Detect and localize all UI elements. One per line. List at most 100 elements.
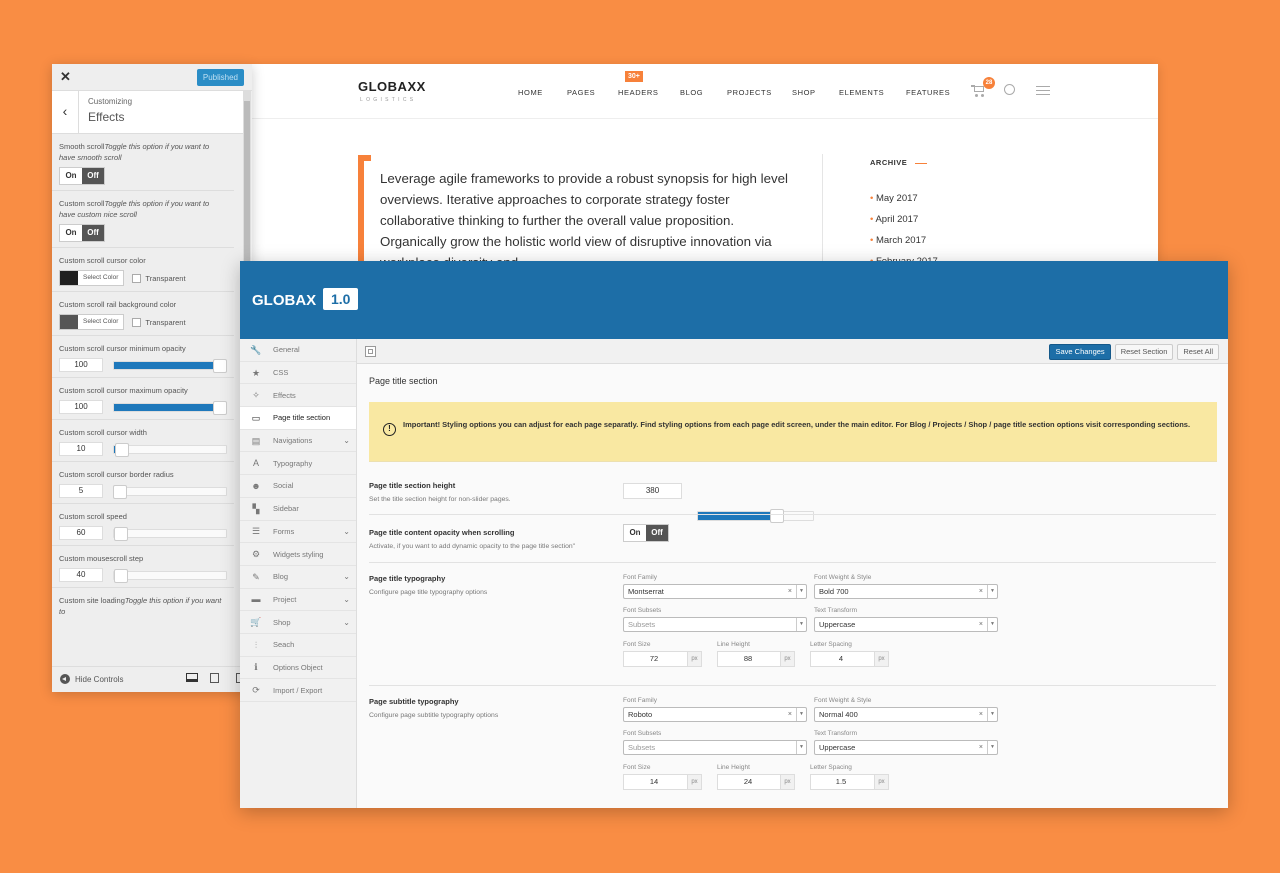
cursor-color-picker[interactable]: Select Color bbox=[59, 270, 125, 286]
menu-icon[interactable] bbox=[1036, 86, 1050, 95]
archive-item[interactable]: • May 2017 bbox=[870, 193, 918, 204]
mousescroll-step-slider[interactable] bbox=[113, 568, 227, 583]
save-changes-button[interactable]: Save Changes bbox=[1049, 344, 1111, 360]
letter-spacing-input[interactable]: 4 px bbox=[810, 651, 889, 667]
expand-icon[interactable] bbox=[365, 346, 376, 357]
letter-spacing-label: Letter Spacing bbox=[810, 764, 852, 771]
sidebar-item-widgets-styling[interactable]: ⚙ Widgets styling bbox=[240, 543, 356, 566]
smooth-scroll-toggle[interactable]: On Off bbox=[59, 167, 105, 185]
sidebar-item-options-object[interactable]: ℹ Options Object bbox=[240, 657, 356, 680]
nav-features[interactable]: FEATURES bbox=[906, 88, 951, 97]
slider-handle[interactable] bbox=[213, 400, 228, 415]
section-title: Page title section bbox=[369, 376, 438, 386]
line-height-input[interactable]: 88 px bbox=[717, 651, 795, 667]
rail-color-picker[interactable]: Select Color bbox=[59, 314, 125, 330]
hide-controls-icon[interactable] bbox=[60, 674, 70, 684]
panel-title: Effects bbox=[88, 110, 125, 124]
font-family-select[interactable]: Montserrat × ▼ bbox=[623, 584, 807, 599]
slider-handle[interactable] bbox=[115, 442, 130, 457]
cursor-transparent-checkbox[interactable]: Transparent bbox=[132, 273, 186, 284]
reset-section-button[interactable]: Reset Section bbox=[1114, 344, 1174, 360]
sidebar-item-general[interactable]: 🔧 General bbox=[240, 339, 356, 362]
max-opacity-control: Custom scroll cursor maximum opacity 100 bbox=[52, 378, 234, 420]
chevron-down-icon: ⌄ bbox=[343, 572, 350, 582]
sidebar-item-css[interactable]: ★ CSS bbox=[240, 362, 356, 385]
slider-handle[interactable] bbox=[114, 526, 128, 541]
font-size-input[interactable]: 14 px bbox=[623, 774, 702, 790]
sidebar-item-forms[interactable]: ☰ Forms ⌄ bbox=[240, 521, 356, 544]
mousescroll-step-input[interactable]: 40 bbox=[59, 568, 103, 582]
nav-headers[interactable]: HEADERS bbox=[618, 88, 659, 97]
border-radius-slider[interactable] bbox=[113, 484, 227, 499]
warning-icon: ! bbox=[383, 423, 396, 436]
slider-handle[interactable] bbox=[114, 568, 128, 583]
sidebar-item-social[interactable]: ☻ Social bbox=[240, 475, 356, 498]
text-transform-select[interactable]: Uppercase × ▼ bbox=[814, 740, 998, 755]
site-logo[interactable]: GLOBAXX bbox=[358, 79, 426, 94]
min-opacity-slider[interactable] bbox=[113, 358, 228, 373]
sidebar-item-import-export[interactable]: ⟳ Import / Export bbox=[240, 679, 356, 702]
sidebar-item-navigations[interactable]: ▤ Navigations ⌄ bbox=[240, 430, 356, 453]
nav-home[interactable]: HOME bbox=[518, 88, 543, 97]
font-weight-select[interactable]: Normal 400 × ▼ bbox=[814, 707, 998, 722]
nav-shop[interactable]: SHOP bbox=[792, 88, 816, 97]
sidebar-item-shop[interactable]: 🛒 Shop ⌄ bbox=[240, 611, 356, 634]
text-transform-select[interactable]: Uppercase × ▼ bbox=[814, 617, 998, 632]
nav-blog[interactable]: BLOG bbox=[680, 88, 704, 97]
back-button[interactable]: ‹ bbox=[52, 91, 79, 134]
sidebar-item-project[interactable]: ▬ Project ⌄ bbox=[240, 589, 356, 612]
sidebar-item-blog[interactable]: ✎ Blog ⌄ bbox=[240, 566, 356, 589]
close-icon[interactable]: ✕ bbox=[60, 69, 71, 84]
navigation-icon: ▤ bbox=[251, 435, 261, 446]
opacity-toggle[interactable]: On Off bbox=[623, 524, 669, 542]
sidebar-item-page-title-section[interactable]: ▭ Page title section bbox=[240, 407, 356, 430]
tablet-preview-icon[interactable] bbox=[210, 673, 219, 683]
slider-handle[interactable] bbox=[113, 484, 128, 499]
sidebar-icon: ▚ bbox=[252, 503, 260, 514]
sidebar-item-typography[interactable]: A Typography bbox=[240, 452, 356, 476]
desktop-preview-icon[interactable] bbox=[186, 673, 198, 682]
rail-transparent-checkbox[interactable]: Transparent bbox=[132, 317, 186, 328]
max-opacity-slider[interactable] bbox=[113, 400, 228, 415]
scroll-speed-slider[interactable] bbox=[113, 526, 227, 541]
scroll-speed-input[interactable]: 60 bbox=[59, 526, 103, 540]
border-radius-input[interactable]: 5 bbox=[59, 484, 103, 498]
font-weight-select[interactable]: Bold 700 × ▼ bbox=[814, 584, 998, 599]
archive-item[interactable]: • March 2017 bbox=[870, 235, 927, 246]
font-subsets-select[interactable]: Subsets ▼ bbox=[623, 740, 807, 755]
max-opacity-input[interactable]: 100 bbox=[59, 400, 103, 414]
letter-spacing-input[interactable]: 1.5 px bbox=[810, 774, 889, 790]
font-size-input[interactable]: 72 px bbox=[623, 651, 702, 667]
nav-pages[interactable]: PAGES bbox=[567, 88, 596, 97]
cart-icon[interactable] bbox=[971, 85, 986, 97]
published-button[interactable]: Published bbox=[196, 69, 244, 86]
cursor-width-input[interactable]: 10 bbox=[59, 442, 103, 456]
archive-item[interactable]: • April 2017 bbox=[870, 214, 919, 225]
slider-handle[interactable] bbox=[213, 358, 228, 373]
letter-spacing-label: Letter Spacing bbox=[810, 641, 852, 648]
nav-projects[interactable]: PROJECTS bbox=[727, 88, 772, 97]
sidebar-item-sidebar[interactable]: ▚ Sidebar bbox=[240, 498, 356, 521]
reset-all-button[interactable]: Reset All bbox=[1177, 344, 1219, 360]
height-slider[interactable] bbox=[697, 509, 814, 523]
sidebar-item-effects[interactable]: ✧ Effects bbox=[240, 384, 356, 408]
line-height-input[interactable]: 24 px bbox=[717, 774, 795, 790]
options-main: Save Changes Reset Section Reset All Pag… bbox=[357, 339, 1228, 808]
hide-controls-button[interactable]: Hide Controls bbox=[75, 675, 124, 684]
controls-list: Smooth scrollToggle this option if you w… bbox=[52, 134, 252, 622]
sidebar-item-label: Seach bbox=[273, 640, 295, 650]
min-opacity-input[interactable]: 100 bbox=[59, 358, 103, 372]
font-subsets-select[interactable]: Subsets ▼ bbox=[623, 617, 807, 632]
cursor-width-slider[interactable] bbox=[113, 442, 227, 457]
info-icon: ℹ bbox=[254, 662, 258, 673]
sidebar-item-seach[interactable]: ⫶ Seach bbox=[240, 634, 356, 657]
nav-elements[interactable]: ELEMENTS bbox=[839, 88, 885, 97]
slider-handle[interactable] bbox=[770, 509, 785, 523]
font-family-select[interactable]: Roboto × ▼ bbox=[623, 707, 807, 722]
cursor-color-control: Custom scroll cursor color Select Color Tr… bbox=[52, 248, 234, 292]
sidebar-item-label: Widgets styling bbox=[273, 549, 324, 559]
height-input[interactable]: 380 bbox=[623, 483, 682, 499]
font-subsets-label: Font Subsets bbox=[623, 607, 662, 614]
search-icon[interactable] bbox=[1004, 84, 1015, 95]
custom-scroll-toggle[interactable]: On Off bbox=[59, 224, 105, 242]
